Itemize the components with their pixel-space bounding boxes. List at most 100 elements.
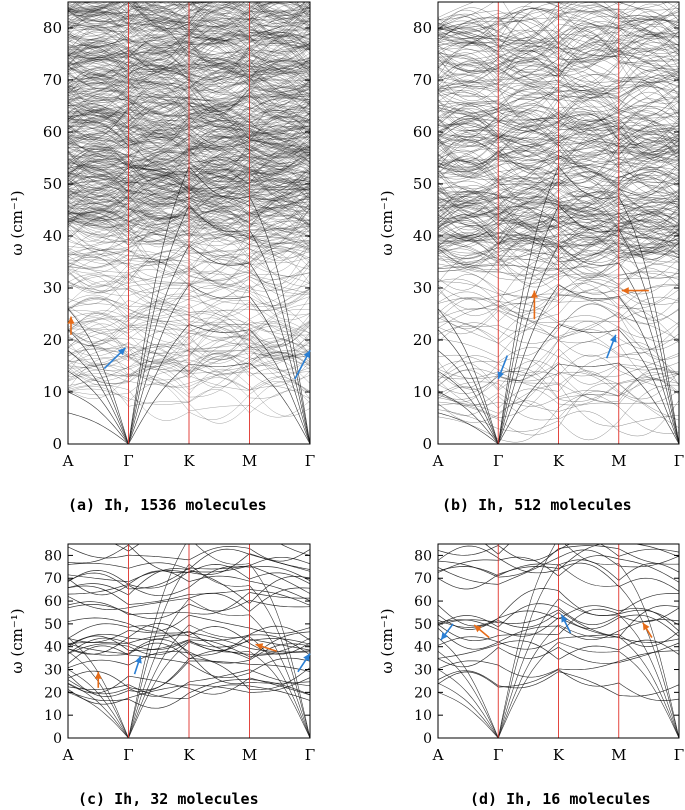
caption-d-name: Ih [506, 790, 525, 808]
x-tick-label: K [553, 746, 565, 764]
y-tick-label: 60 [43, 123, 62, 141]
y-tick-label: 60 [413, 123, 432, 141]
y-tick-label: 70 [414, 571, 432, 587]
caption-b-count: 512 molecules [514, 496, 632, 514]
y-tick-label: 0 [53, 731, 62, 747]
caption-b: (b) Ih, 512 molecules [442, 496, 632, 514]
y-tick-label: 40 [413, 227, 432, 245]
x-tick-label: A [62, 746, 74, 764]
annotation-arrow [94, 671, 102, 688]
annotation-arrow [294, 350, 311, 380]
annotation-arrow [255, 643, 277, 653]
caption-a-label: (a) [68, 496, 96, 514]
y-tick-label: 50 [414, 617, 432, 633]
annotation-arrow [642, 622, 653, 638]
x-tick-label: A [432, 746, 444, 764]
annotation-arrow [103, 347, 127, 370]
annotation-arrow [530, 290, 538, 320]
y-axis-label: ω (cm⁻¹) [378, 608, 396, 673]
annotation-arrow [133, 655, 142, 675]
caption-d: (d) Ih, 16 molecules [470, 790, 651, 808]
panel-d: 0 10 20 30 40 50 60 70 80 A Γ K M Γω (cm⁻¹) [378, 543, 684, 764]
caption-b-label: (b) [442, 496, 470, 514]
y-tick-label: 70 [413, 71, 432, 89]
band-line [68, 2, 310, 28]
annotation-arrow [67, 316, 75, 335]
x-tick-label: K [183, 746, 195, 764]
y-tick-label: 50 [413, 175, 432, 193]
x-tick-label: Γ [493, 746, 503, 764]
x-tick-label: M [242, 746, 257, 764]
y-tick-label: 70 [44, 571, 62, 587]
annotation-arrow [497, 355, 509, 380]
panel-b: 0 10 20 30 40 50 60 70 80 A Γ K M Γω (cm⁻¹) [378, 1, 684, 470]
y-tick-label: 20 [414, 685, 432, 701]
caption-c: (c) Ih, 32 molecules [78, 790, 259, 808]
annotation-arrow [621, 287, 649, 295]
y-tick-label: 50 [44, 617, 62, 633]
x-tick-label: Γ [674, 452, 684, 470]
x-tick-label: M [242, 452, 257, 470]
y-tick-label: 50 [43, 175, 62, 193]
y-tick-label: 0 [423, 731, 432, 747]
band-line [68, 2, 245, 19]
y-tick-label: 10 [44, 708, 62, 724]
y-tick-label: 30 [414, 663, 432, 679]
x-tick-label: Γ [493, 452, 503, 470]
y-tick-label: 40 [44, 640, 62, 656]
x-tick-label: K [553, 452, 565, 470]
y-tick-label: 10 [413, 383, 432, 401]
y-tick-label: 20 [413, 331, 432, 349]
caption-c-name: Ih [114, 790, 133, 808]
y-tick-label: 10 [43, 383, 62, 401]
y-tick-label: 20 [43, 331, 62, 349]
y-tick-label: 80 [413, 19, 432, 37]
x-tick-label: Γ [123, 452, 133, 470]
annotation-arrow [560, 614, 572, 634]
panel-c: 0 10 20 30 40 50 60 70 80 A Γ K M Γω (cm⁻¹) [8, 543, 315, 764]
y-tick-label: 0 [52, 435, 62, 453]
band-line [110, 2, 310, 24]
caption-d-label: (d) [470, 790, 498, 808]
x-tick-label: A [62, 452, 74, 470]
y-tick-label: 40 [43, 227, 62, 245]
band-line [68, 0, 310, 1]
y-tick-label: 80 [44, 548, 62, 564]
y-tick-label: 60 [44, 594, 62, 610]
acoustic-branch [438, 544, 679, 738]
plot-frame [437, 1, 680, 445]
caption-c-label: (c) [78, 790, 106, 808]
band-line [68, 0, 310, 1]
y-tick-label: 40 [414, 640, 432, 656]
annotation-arrow [440, 623, 454, 641]
y-tick-label: 60 [414, 594, 432, 610]
y-axis-label: ω (cm⁻¹) [378, 190, 396, 255]
x-tick-label: Γ [674, 746, 684, 764]
annotation-arrow [605, 334, 617, 359]
y-axis-label: ω (cm⁻¹) [8, 608, 26, 673]
plot-frame [67, 1, 311, 445]
annotation-arrow [473, 624, 490, 639]
caption-a: (a) Ih, 1536 molecules [68, 496, 267, 514]
caption-c-count: 32 molecules [150, 790, 259, 808]
caption-d-count: 16 molecules [542, 790, 651, 808]
y-tick-label: 0 [422, 435, 432, 453]
band-line [68, 2, 308, 43]
plot-frame [67, 543, 311, 739]
x-tick-label: K [183, 452, 195, 470]
y-tick-label: 30 [44, 663, 62, 679]
x-tick-label: Γ [123, 746, 133, 764]
y-tick-label: 30 [413, 279, 432, 297]
x-tick-label: A [432, 452, 444, 470]
y-tick-label: 70 [43, 71, 62, 89]
band-line [238, 2, 310, 27]
y-axis-label: ω (cm⁻¹) [8, 190, 26, 255]
panel-a: 0 10 20 30 40 50 60 70 80 A Γ K M Γω (cm⁻¹) [8, 0, 315, 470]
y-tick-label: 10 [414, 708, 432, 724]
x-tick-label: Γ [305, 746, 315, 764]
plot-frame [437, 543, 680, 739]
caption-a-name: Ih [104, 496, 123, 514]
x-tick-label: Γ [305, 452, 315, 470]
y-tick-label: 80 [43, 19, 62, 37]
x-tick-label: M [611, 746, 626, 764]
